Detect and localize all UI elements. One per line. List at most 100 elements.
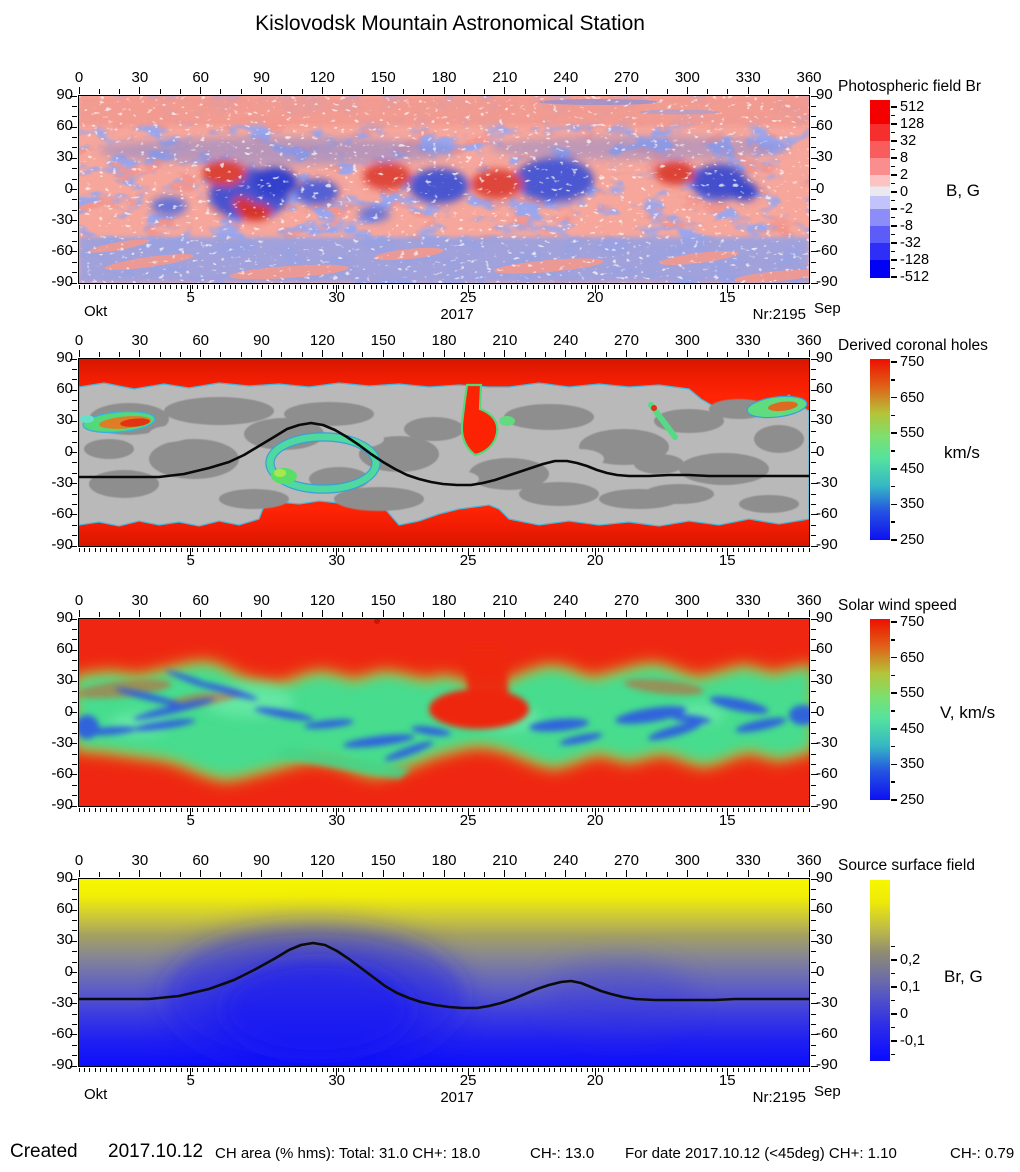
latitude-tick: [72, 168, 77, 170]
date-tick: [127, 548, 129, 552]
date-tick: [705, 808, 707, 812]
date-tick: [662, 808, 664, 812]
longitude-tick: [788, 612, 790, 617]
colorbar-title: Solar wind speed: [838, 597, 957, 614]
colorbar-tick-label: -2: [900, 201, 913, 217]
date-major-tick: [190, 808, 192, 816]
date-tick-label: 15: [718, 1072, 736, 1089]
latitude-tick: [811, 660, 816, 662]
longitude-tick: [666, 352, 668, 357]
date-tick: [240, 808, 242, 812]
latitude-tick: [72, 784, 77, 786]
date-tick: [110, 1068, 112, 1072]
colorbar-tick-label: 0: [900, 1006, 909, 1022]
colorbar-tick: [891, 123, 897, 125]
date-tick: [429, 1068, 431, 1072]
latitude-tick: [70, 220, 77, 222]
date-tick: [500, 285, 502, 289]
date-tick: [608, 808, 610, 812]
colorbar-minor-tick: [891, 114, 895, 117]
date-tick: [538, 1068, 540, 1072]
latitude-tick: [811, 462, 816, 464]
longitude-tick-label: 270: [613, 69, 640, 86]
colorbar-minor-tick: [891, 199, 895, 202]
date-tick: [705, 285, 707, 289]
date-tick-label: 20: [586, 289, 604, 306]
longitude-tick: [585, 352, 587, 357]
longitude-tick-label: 60: [192, 852, 209, 869]
longitude-tick-label: 300: [674, 69, 700, 86]
longitude-tick: [281, 872, 283, 877]
date-major-tick: [726, 808, 728, 816]
longitude-tick: [301, 612, 303, 617]
longitude-tick: [200, 350, 202, 357]
date-tick: [262, 1068, 264, 1072]
date-tick: [781, 285, 783, 289]
latitude-tick: [72, 272, 77, 274]
date-tick: [94, 285, 96, 289]
date-tick: [554, 285, 556, 289]
date-tick: [630, 285, 632, 289]
date-tick: [429, 808, 431, 812]
date-major-tick: [594, 548, 596, 556]
latitude-tick: [811, 199, 816, 201]
date-tick: [359, 285, 361, 289]
latitude-tick: [72, 441, 77, 443]
longitude-tick: [119, 352, 121, 357]
latitude-tick: [811, 545, 818, 547]
date-tick: [521, 285, 523, 289]
longitude-tick: [707, 872, 709, 877]
date-tick: [613, 1068, 615, 1072]
date-tick: [402, 285, 404, 289]
latitude-tick-label: -60: [51, 764, 73, 782]
date-tick: [78, 285, 80, 289]
longitude-tick: [159, 872, 161, 877]
date-tick: [521, 1068, 523, 1072]
latitude-tick-label: -60: [51, 504, 73, 522]
date-tick: [603, 285, 605, 289]
date-tick: [240, 285, 242, 289]
date-tick: [500, 548, 502, 552]
date-tick: [543, 285, 545, 289]
date-tick: [89, 285, 91, 289]
date-tick: [354, 808, 356, 812]
date-tick: [494, 285, 496, 289]
latitude-tick: [72, 524, 77, 526]
date-tick: [143, 1068, 145, 1072]
date-tick: [137, 808, 139, 812]
latitude-tick: [70, 940, 77, 942]
latitude-tick: [811, 1055, 816, 1057]
date-tick: [678, 1068, 680, 1072]
latitude-tick: [811, 452, 818, 453]
date-tick: [554, 1068, 556, 1072]
date-tick: [446, 548, 448, 552]
date-tick: [435, 548, 437, 552]
latitude-tick-label: 0: [816, 179, 825, 197]
date-tick: [186, 285, 188, 289]
longitude-tick-label: 0: [74, 69, 84, 86]
date-tick: [484, 548, 486, 552]
date-tick: [797, 285, 799, 289]
date-tick: [808, 548, 810, 552]
date-tick: [267, 285, 269, 289]
longitude-tick: [159, 89, 161, 94]
date-tick: [770, 548, 772, 552]
latitude-tick: [811, 95, 818, 97]
date-tick: [440, 808, 442, 812]
date-tick: [348, 285, 350, 289]
colorbar-tick-label: 550: [900, 685, 925, 702]
latitude-tick: [72, 230, 77, 232]
date-tick: [381, 548, 383, 552]
date-tick: [630, 808, 632, 812]
date-tick: [570, 1068, 572, 1072]
date-tick: [375, 808, 377, 812]
date-tick: [148, 285, 150, 289]
colorbar-tick: [891, 986, 897, 988]
date-tick: [473, 808, 475, 812]
date-tick: [738, 808, 740, 812]
date-tick: [543, 808, 545, 812]
date-tick: [137, 285, 139, 289]
date-tick: [273, 808, 275, 812]
colorbar-minor-tick: [891, 485, 895, 488]
latitude-tick: [811, 670, 816, 672]
